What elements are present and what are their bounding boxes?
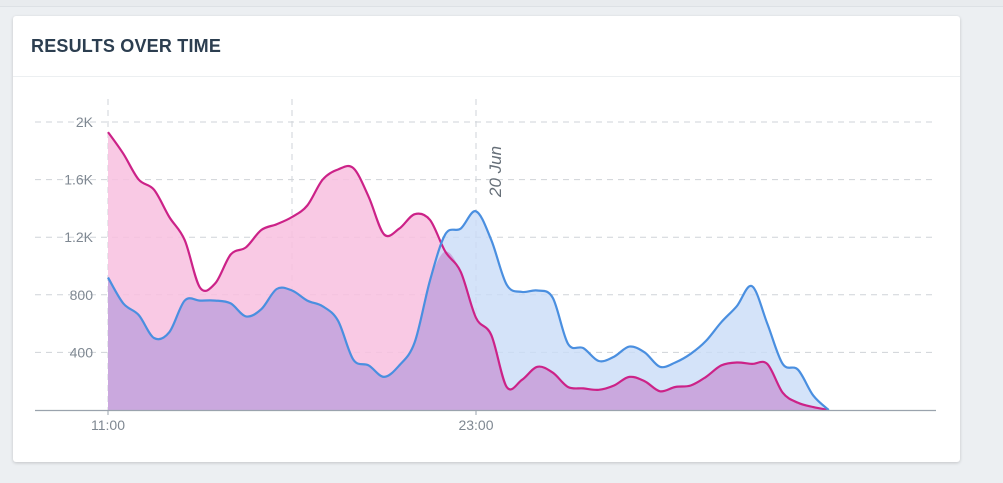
series-b-line	[107, 210, 830, 411]
y-tick-label: 800	[70, 287, 94, 303]
y-tick-label: 400	[70, 344, 94, 360]
series-a-line	[107, 131, 829, 412]
y-tick-label: 2K	[76, 114, 94, 130]
y-tick-label: 1.6K	[64, 172, 93, 188]
x-tick-label: 11:00	[91, 417, 125, 433]
overlap-area	[108, 251, 829, 410]
results-over-time-chart: 400 800 1.2K 1.6K 2K 11:00 23:00 20 Jun	[35, 99, 936, 433]
top-strip	[0, 0, 1003, 7]
x-tick-label: 23:00	[458, 417, 493, 433]
date-annotation-label: 20 Jun	[486, 146, 505, 198]
card-header: RESULTS OVER TIME	[13, 16, 960, 77]
card-title: RESULTS OVER TIME	[31, 35, 222, 56]
results-over-time-card: RESULTS OVER TIME 400 800 1.2K 1.6K 2K 11:00 2…	[13, 16, 960, 462]
y-tick-label: 1.2K	[64, 229, 93, 245]
